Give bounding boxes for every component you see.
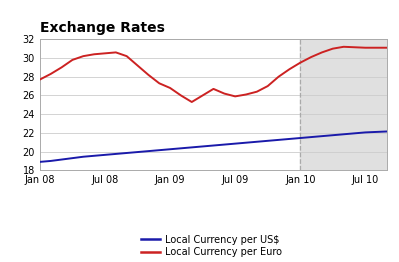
Bar [300, 39, 387, 170]
Legend: Local Currency per US$, Local Currency per Euro: Local Currency per US$, Local Currency p… [141, 235, 282, 257]
Text: Exchange Rates: Exchange Rates [40, 21, 165, 35]
